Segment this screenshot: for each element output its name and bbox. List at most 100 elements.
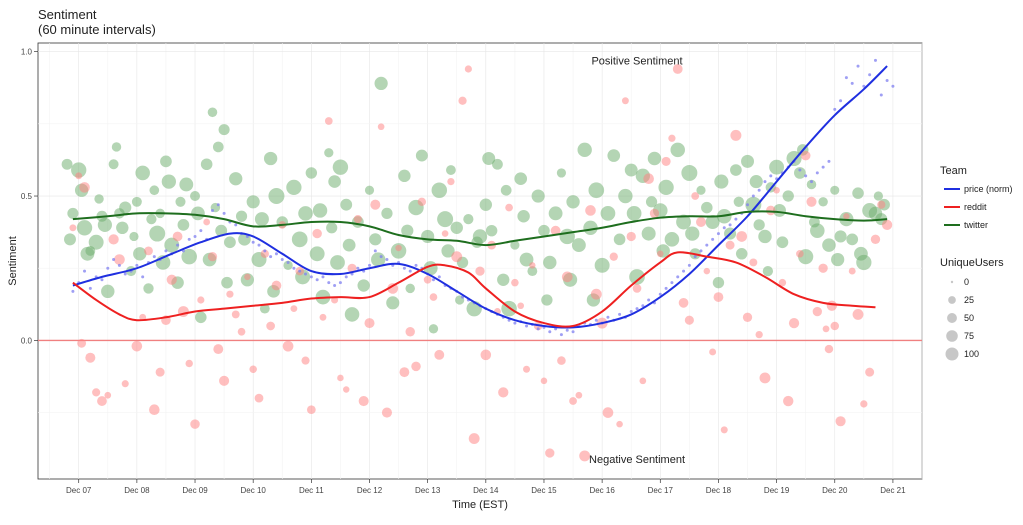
negative-sentiment-label: Negative Sentiment (589, 454, 685, 466)
price-point (135, 263, 139, 267)
reddit-point (626, 231, 636, 242)
reddit-point (824, 344, 834, 354)
reddit-point (720, 426, 728, 434)
price-point (274, 252, 278, 256)
reddit-point (848, 267, 856, 275)
price-point (594, 318, 598, 322)
reddit-point (237, 327, 246, 336)
reddit-point (684, 315, 694, 325)
twitter-point (482, 152, 496, 165)
reddit-point (796, 250, 804, 258)
twitter-point (818, 197, 828, 207)
twitter-point (463, 214, 474, 225)
twitter-point (149, 225, 166, 242)
price-point (722, 226, 726, 230)
twitter-point (485, 224, 498, 237)
twitter-point (681, 164, 698, 181)
twitter-point (191, 206, 205, 221)
reddit-point (207, 252, 218, 262)
twitter-point (135, 165, 150, 181)
x-tick-label: Dec 21 (880, 486, 906, 495)
twitter-point (696, 185, 706, 195)
reddit-point (423, 275, 432, 284)
reddit-point (172, 231, 183, 242)
price-point (356, 266, 360, 270)
price-point (682, 269, 686, 273)
reddit-point (370, 199, 381, 210)
twitter-point (559, 228, 575, 245)
reddit-point (550, 225, 561, 236)
price-point (176, 243, 180, 247)
twitter-point (143, 283, 154, 294)
reddit-point (511, 278, 519, 287)
twitter-point (254, 212, 269, 227)
price-point (333, 284, 337, 288)
twitter-trend-line (72, 210, 888, 247)
reddit-point (85, 352, 96, 363)
twitter-point (164, 237, 180, 253)
twitter-point (607, 149, 621, 162)
price-point (344, 275, 348, 279)
twitter-point (94, 194, 104, 204)
price-point (827, 159, 831, 163)
reddit-point (579, 450, 591, 462)
twitter-point (190, 191, 201, 202)
reddit-point (377, 123, 385, 131)
twitter-point (286, 179, 302, 196)
reddit-point (353, 215, 362, 224)
reddit-point (852, 308, 864, 320)
x-tick-label: Dec 17 (648, 486, 674, 495)
twitter-point (735, 248, 748, 260)
twitter-point (76, 220, 93, 236)
twitter-point (326, 222, 338, 234)
twitter-point (146, 214, 157, 225)
twitter-point (753, 219, 765, 231)
twitter-point (749, 175, 763, 189)
twitter-point (517, 210, 530, 223)
price-point (71, 289, 75, 293)
reddit-point (121, 380, 129, 388)
reddit-point (657, 250, 664, 258)
price-point (873, 58, 877, 62)
legend-size-key (948, 296, 956, 304)
price-point (263, 249, 267, 253)
reddit-point (575, 391, 583, 399)
price-point (821, 165, 825, 169)
reddit-point (149, 404, 160, 415)
twitter-point (769, 159, 785, 175)
legend-team-label: reddit (964, 202, 987, 212)
legend-size-key (946, 330, 958, 342)
reddit-trend-line (72, 251, 876, 328)
x-tick-label: Dec 09 (182, 486, 208, 495)
reddit-point (830, 321, 840, 331)
reddit-point (713, 292, 724, 302)
twitter-point (207, 107, 218, 118)
reddit-point (529, 262, 536, 269)
twitter-point (685, 226, 700, 241)
reddit-point (480, 349, 492, 361)
price-point (699, 249, 703, 253)
reddit-point (213, 344, 224, 355)
price-point (199, 229, 203, 233)
price-point (687, 263, 691, 267)
twitter-point (129, 231, 139, 242)
reddit-point (144, 246, 153, 256)
legend-team-label: twitter (964, 220, 988, 230)
reddit-point (860, 400, 868, 408)
twitter-point (431, 182, 448, 198)
reddit-point (319, 313, 327, 321)
twitter-point (527, 266, 538, 277)
reddit-point (649, 208, 660, 219)
twitter-point (386, 296, 400, 310)
twitter-point (67, 207, 79, 219)
twitter-point (705, 215, 720, 230)
price-point (862, 84, 866, 88)
axes: Dec 07 Dec 08 Dec 09 Dec 10 Dec 11 Dec 12 Dec … (21, 48, 906, 495)
twitter-point (510, 240, 520, 250)
x-tick-label: Dec 20 (822, 486, 848, 495)
twitter-point (161, 174, 176, 189)
twitter-point (822, 238, 836, 252)
reddit-point (411, 361, 421, 372)
reddit-point (561, 271, 573, 283)
twitter-point (175, 196, 186, 207)
